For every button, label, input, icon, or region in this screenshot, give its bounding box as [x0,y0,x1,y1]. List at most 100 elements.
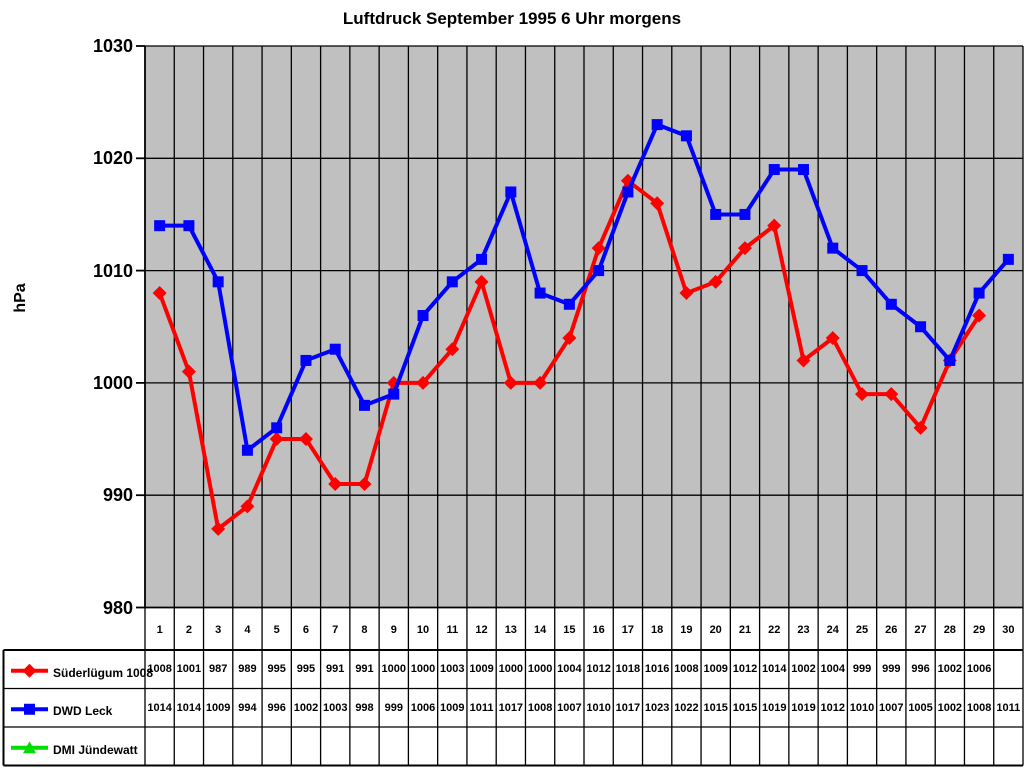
table-cell-value: 1006 [966,663,992,676]
x-tick-label: 20 [709,624,722,636]
table-cell-value: 1002 [937,663,963,676]
table-cell-value: 1019 [791,701,816,714]
table-cell-value: 1022 [674,701,699,714]
x-tick-label: 14 [533,624,547,636]
x-tick-label: 28 [943,624,956,636]
table-cell-value: 1010 [849,701,875,714]
x-tick-label: 11 [446,624,459,636]
table-cell-value: 998 [355,701,374,714]
x-tick-label: 16 [592,624,605,636]
x-tick-label: 18 [651,624,664,636]
table-cell-value: 1000 [527,663,553,676]
table-cell-value: 1012 [586,663,611,676]
table-cell-value: 1014 [761,663,787,676]
x-tick-label: 7 [332,624,339,636]
table-cell-value: 1000 [410,663,436,676]
table-cell-value: 995 [267,663,286,676]
x-tick-label: 19 [680,624,693,636]
table-cell-value: 991 [355,663,374,676]
table-cell-value: 999 [852,663,872,676]
x-tick-label: 15 [563,624,576,636]
table-cell-value: 1011 [469,701,494,714]
x-tick-label: 9 [390,624,397,636]
y-tick-label: 980 [102,597,133,618]
x-tick-label: 17 [621,624,635,636]
x-tick-label: 13 [504,624,517,636]
table-cell-value: 1012 [732,663,758,676]
table-cell-value: 1009 [469,663,494,676]
table-cell-value: 1005 [908,701,933,714]
table-cell-value: 1017 [498,701,524,714]
x-tick-label: 22 [768,624,781,636]
table-cell-value: 1017 [615,701,641,714]
table-cell-value: 1002 [791,663,816,676]
table-cell-value: 991 [326,663,345,676]
table-cell-value: 1014 [147,701,172,714]
chart-title: Luftdruck September 1995 6 Uhr morgens [342,9,682,28]
legend-label: Süderlügum 1008 [53,665,154,680]
legend-label: DMI Jündewatt [53,742,138,757]
table-cell-value: 1002 [293,701,319,714]
x-tick-label: 3 [215,624,222,636]
table-cell-value: 1003 [322,701,348,714]
x-tick-label: 8 [361,624,368,636]
table-cell-value: 989 [238,663,257,676]
legend-label: DWD Leck [53,704,113,719]
table-cell-value: 994 [238,701,257,714]
table-cell-value: 1015 [732,701,758,714]
table-cell-value: 1000 [381,663,406,676]
table-cell-value: 999 [882,663,901,676]
table-cell-value: 1004 [820,663,845,676]
x-tick-label: 30 [1002,624,1015,636]
table-cell-value: 1018 [615,663,641,676]
x-tick-label: 23 [797,624,810,636]
table-cell-value: 1000 [498,663,524,676]
x-tick-label: 10 [416,624,430,636]
table-cell-value: 1008 [674,663,699,676]
table-cell-value: 995 [296,663,316,676]
x-tick-label: 29 [972,624,986,636]
table-cell-value: 1007 [557,701,582,714]
table-cell-value: 996 [911,663,930,676]
x-tick-label: 5 [273,624,280,636]
x-tick-label: 21 [738,624,752,636]
table-cell-value: 1010 [586,701,611,714]
table-cell-value: 1019 [761,701,787,714]
table-cell-value: 1009 [205,701,231,714]
y-tick-label: 1010 [92,260,133,281]
x-tick-label: 27 [914,624,927,636]
table-cell-value: 1008 [966,701,992,714]
table-cell-value: 1003 [440,663,465,676]
x-tick-label: 4 [244,624,251,636]
table-cell-value: 1001 [176,663,202,676]
table-cell-value: 1008 [147,663,172,676]
table-cell-value: 1009 [703,663,728,676]
table-cell-value: 1008 [527,701,553,714]
y-tick-label: 990 [102,485,133,506]
y-tick-label: 1020 [92,148,133,169]
table-cell-value: 1011 [996,701,1021,714]
table-cell-value: 987 [208,663,228,676]
x-tick-label: 2 [185,624,192,636]
table-cell-value: 1007 [879,701,904,714]
table-cell-value: 996 [267,701,286,714]
table-cell-value: 1002 [937,701,963,714]
table-cell-value: 1006 [410,701,436,714]
x-tick-label: 25 [855,624,869,636]
table-cell-value: 1015 [703,701,728,714]
table-cell-value: 1014 [176,701,202,714]
table-cell-value: 1009 [440,701,465,714]
y-tick-label: 1000 [92,372,133,393]
x-tick-label: 6 [302,624,310,636]
table-cell-value: 1012 [820,701,845,714]
y-tick-label: 1030 [92,36,133,56]
x-tick-label: 26 [885,624,898,636]
table-cell-value: 999 [384,701,403,714]
x-tick-label: 24 [826,624,839,636]
table-cell-value: 1023 [644,701,670,714]
x-tick-label: 1 [156,624,163,636]
x-tick-label: 12 [475,624,488,636]
table-cell-value: 1004 [557,663,582,676]
